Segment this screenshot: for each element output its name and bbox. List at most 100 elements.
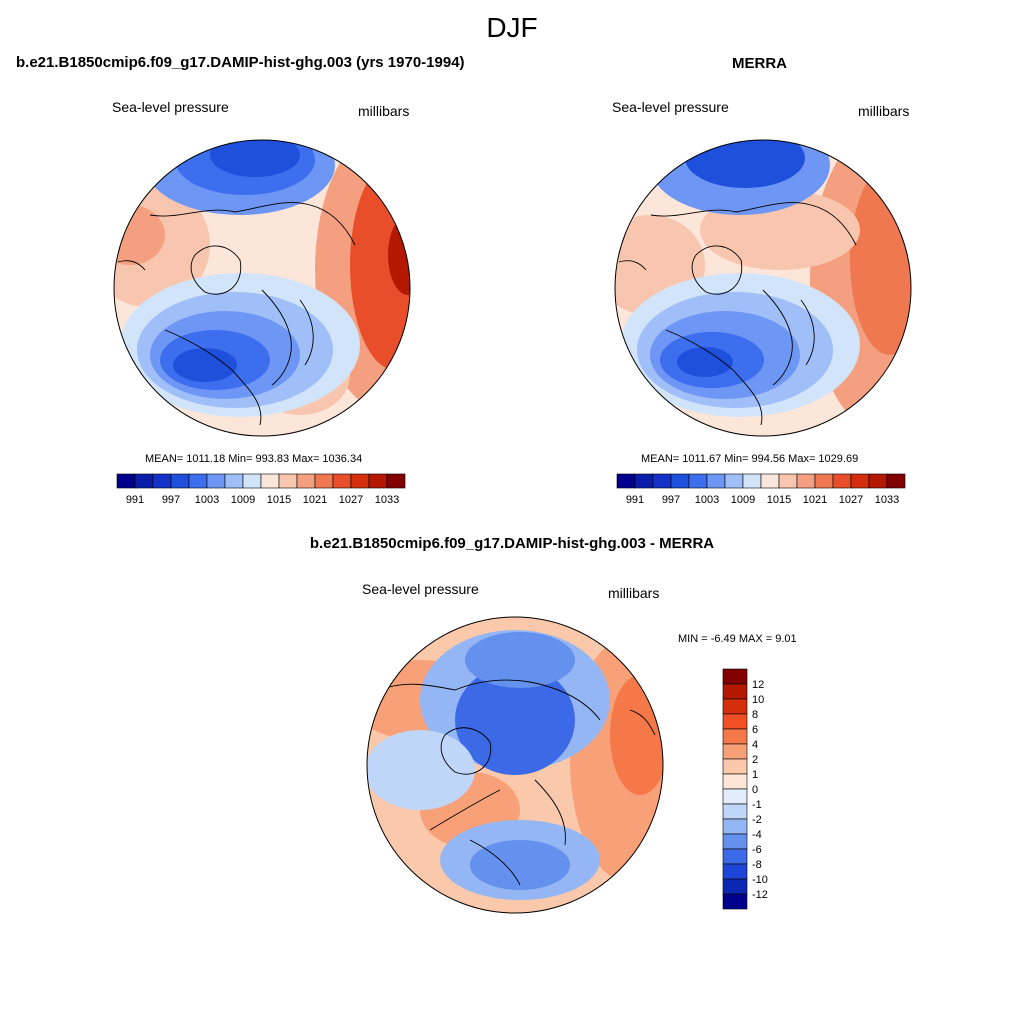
panel-2-stats: MEAN= 1011.67 Min= 994.56 Max= 1029.69	[641, 453, 859, 465]
colorbar-tick-label: 1003	[695, 494, 719, 506]
colorbar-tick-label: 1021	[803, 494, 827, 506]
colorbar-swatch	[386, 473, 406, 489]
colorbar-swatch	[722, 788, 748, 805]
colorbar-swatch	[722, 848, 748, 865]
colorbar-swatch	[722, 713, 748, 730]
colorbar-swatch	[778, 473, 798, 489]
colorbar-swatch	[368, 473, 388, 489]
panel-1-stats: MEAN= 1011.18 Min= 993.83 Max= 1036.34	[145, 453, 363, 465]
colorbar-tick-label: 1033	[375, 494, 399, 506]
panel-3-coastlines	[379, 679, 656, 886]
colorbar-swatch	[188, 473, 208, 489]
colorbar-tick-label: 4	[752, 739, 758, 751]
colorbar-tick-label: 1009	[731, 494, 755, 506]
colorbar-tick-label: 1021	[303, 494, 327, 506]
panel-3-units-label: millibars	[608, 585, 660, 601]
colorbar-tick-label: -10	[752, 874, 768, 886]
colorbar-swatch	[170, 473, 190, 489]
panel-3-stats: MIN = -6.49 MAX = 9.01	[678, 633, 797, 645]
colorbar-tick-label: -1	[752, 799, 762, 811]
colorbar-swatch	[688, 473, 708, 489]
panel-2-map	[614, 139, 912, 437]
colorbar-swatch	[722, 743, 748, 760]
colorbar-swatch	[760, 473, 780, 489]
panel-3-map	[366, 616, 664, 914]
colorbar-tick-label: 0	[752, 784, 758, 796]
colorbar-swatch	[722, 803, 748, 820]
colorbar-tick-label: 1015	[267, 494, 291, 506]
colorbar-swatch	[706, 473, 726, 489]
colorbar-tick-label: 1003	[195, 494, 219, 506]
colorbar-swatch	[722, 833, 748, 850]
panel-1-map-border	[113, 139, 411, 437]
panel-3-title: b.e21.B1850cmip6.f09_g17.DAMIP-hist-ghg.…	[309, 535, 715, 552]
colorbar-swatch	[722, 893, 748, 910]
colorbar-swatch	[850, 473, 870, 489]
colorbar-swatch	[886, 473, 906, 489]
colorbar-tick-label: 2	[752, 754, 758, 766]
colorbar-swatch	[814, 473, 834, 489]
colorbar-swatch	[832, 473, 852, 489]
colorbar-tick-label: 997	[662, 494, 680, 506]
panel-1-colorbar: 991 997 1003 1009 1015 1021 1027 1033	[116, 473, 406, 506]
colorbar-tick-label: -8	[752, 859, 762, 871]
colorbar-tick-label: 8	[752, 709, 758, 721]
colorbar-swatch	[134, 473, 154, 489]
colorbar-swatch	[722, 698, 748, 715]
colorbar-swatch	[722, 668, 748, 685]
panel-3-map-border	[366, 616, 664, 914]
colorbar-tick-label: 997	[162, 494, 180, 506]
panel-3-contour-fill	[367, 617, 663, 913]
colorbar-swatch	[206, 473, 226, 489]
colorbar-swatch	[260, 473, 280, 489]
panel-1-map	[113, 139, 411, 437]
colorbar-tick-label: -12	[752, 889, 768, 901]
colorbar-tick-label: 1027	[339, 494, 363, 506]
colorbar-tick-label: 12	[752, 679, 764, 691]
colorbar-swatch	[296, 473, 316, 489]
colorbar-tick-label: 1	[752, 769, 758, 781]
panel-2-units-label: millibars	[858, 103, 910, 119]
panel-2-coastlines	[618, 202, 857, 426]
colorbar-tick-label: 10	[752, 694, 764, 706]
colorbar-tick-label: -2	[752, 814, 762, 826]
colorbar-swatch	[152, 473, 172, 489]
colorbar-swatch	[722, 773, 748, 790]
colorbar-tick-label: -4	[752, 829, 762, 841]
panel-2-colorbar: 991 997 1003 1009 1015 1021 1027 1033	[616, 473, 906, 506]
colorbar-swatch	[116, 473, 136, 489]
colorbar-tick-label: 1033	[875, 494, 899, 506]
colorbar-tick-label: 991	[626, 494, 644, 506]
panel-1-title: b.e21.B1850cmip6.f09_g17.DAMIP-hist-ghg.…	[16, 54, 465, 71]
colorbar-swatch	[796, 473, 816, 489]
colorbar-swatch	[616, 473, 636, 489]
colorbar-swatch	[332, 473, 352, 489]
colorbar-swatch	[652, 473, 672, 489]
colorbar-swatch	[224, 473, 244, 489]
colorbar-swatch	[722, 818, 748, 835]
colorbar-swatch	[722, 863, 748, 880]
panel-2-map-border	[614, 139, 912, 437]
colorbar-swatch	[722, 878, 748, 895]
colorbar-swatch	[722, 683, 748, 700]
figure-title: DJF	[486, 12, 538, 43]
colorbar-tick-label: 1009	[231, 494, 255, 506]
colorbar-swatch	[742, 473, 762, 489]
colorbar-swatch	[314, 473, 334, 489]
panel-1-coastlines	[117, 202, 356, 426]
colorbar-tick-label: 1015	[767, 494, 791, 506]
panel-2-variable-label: Sea-level pressure	[612, 99, 729, 115]
panel-2-contour-fill	[615, 140, 911, 436]
panel-2-title: MERRA	[732, 55, 787, 72]
colorbar-swatch	[724, 473, 744, 489]
panel-3-variable-label: Sea-level pressure	[362, 581, 479, 597]
colorbar-tick-label: 991	[126, 494, 144, 506]
colorbar-tick-label: 1027	[839, 494, 863, 506]
colorbar-swatch	[350, 473, 370, 489]
colorbar-swatch	[278, 473, 298, 489]
panel-1-contour-fill	[114, 140, 410, 436]
colorbar-swatch	[670, 473, 690, 489]
colorbar-swatch	[722, 758, 748, 775]
